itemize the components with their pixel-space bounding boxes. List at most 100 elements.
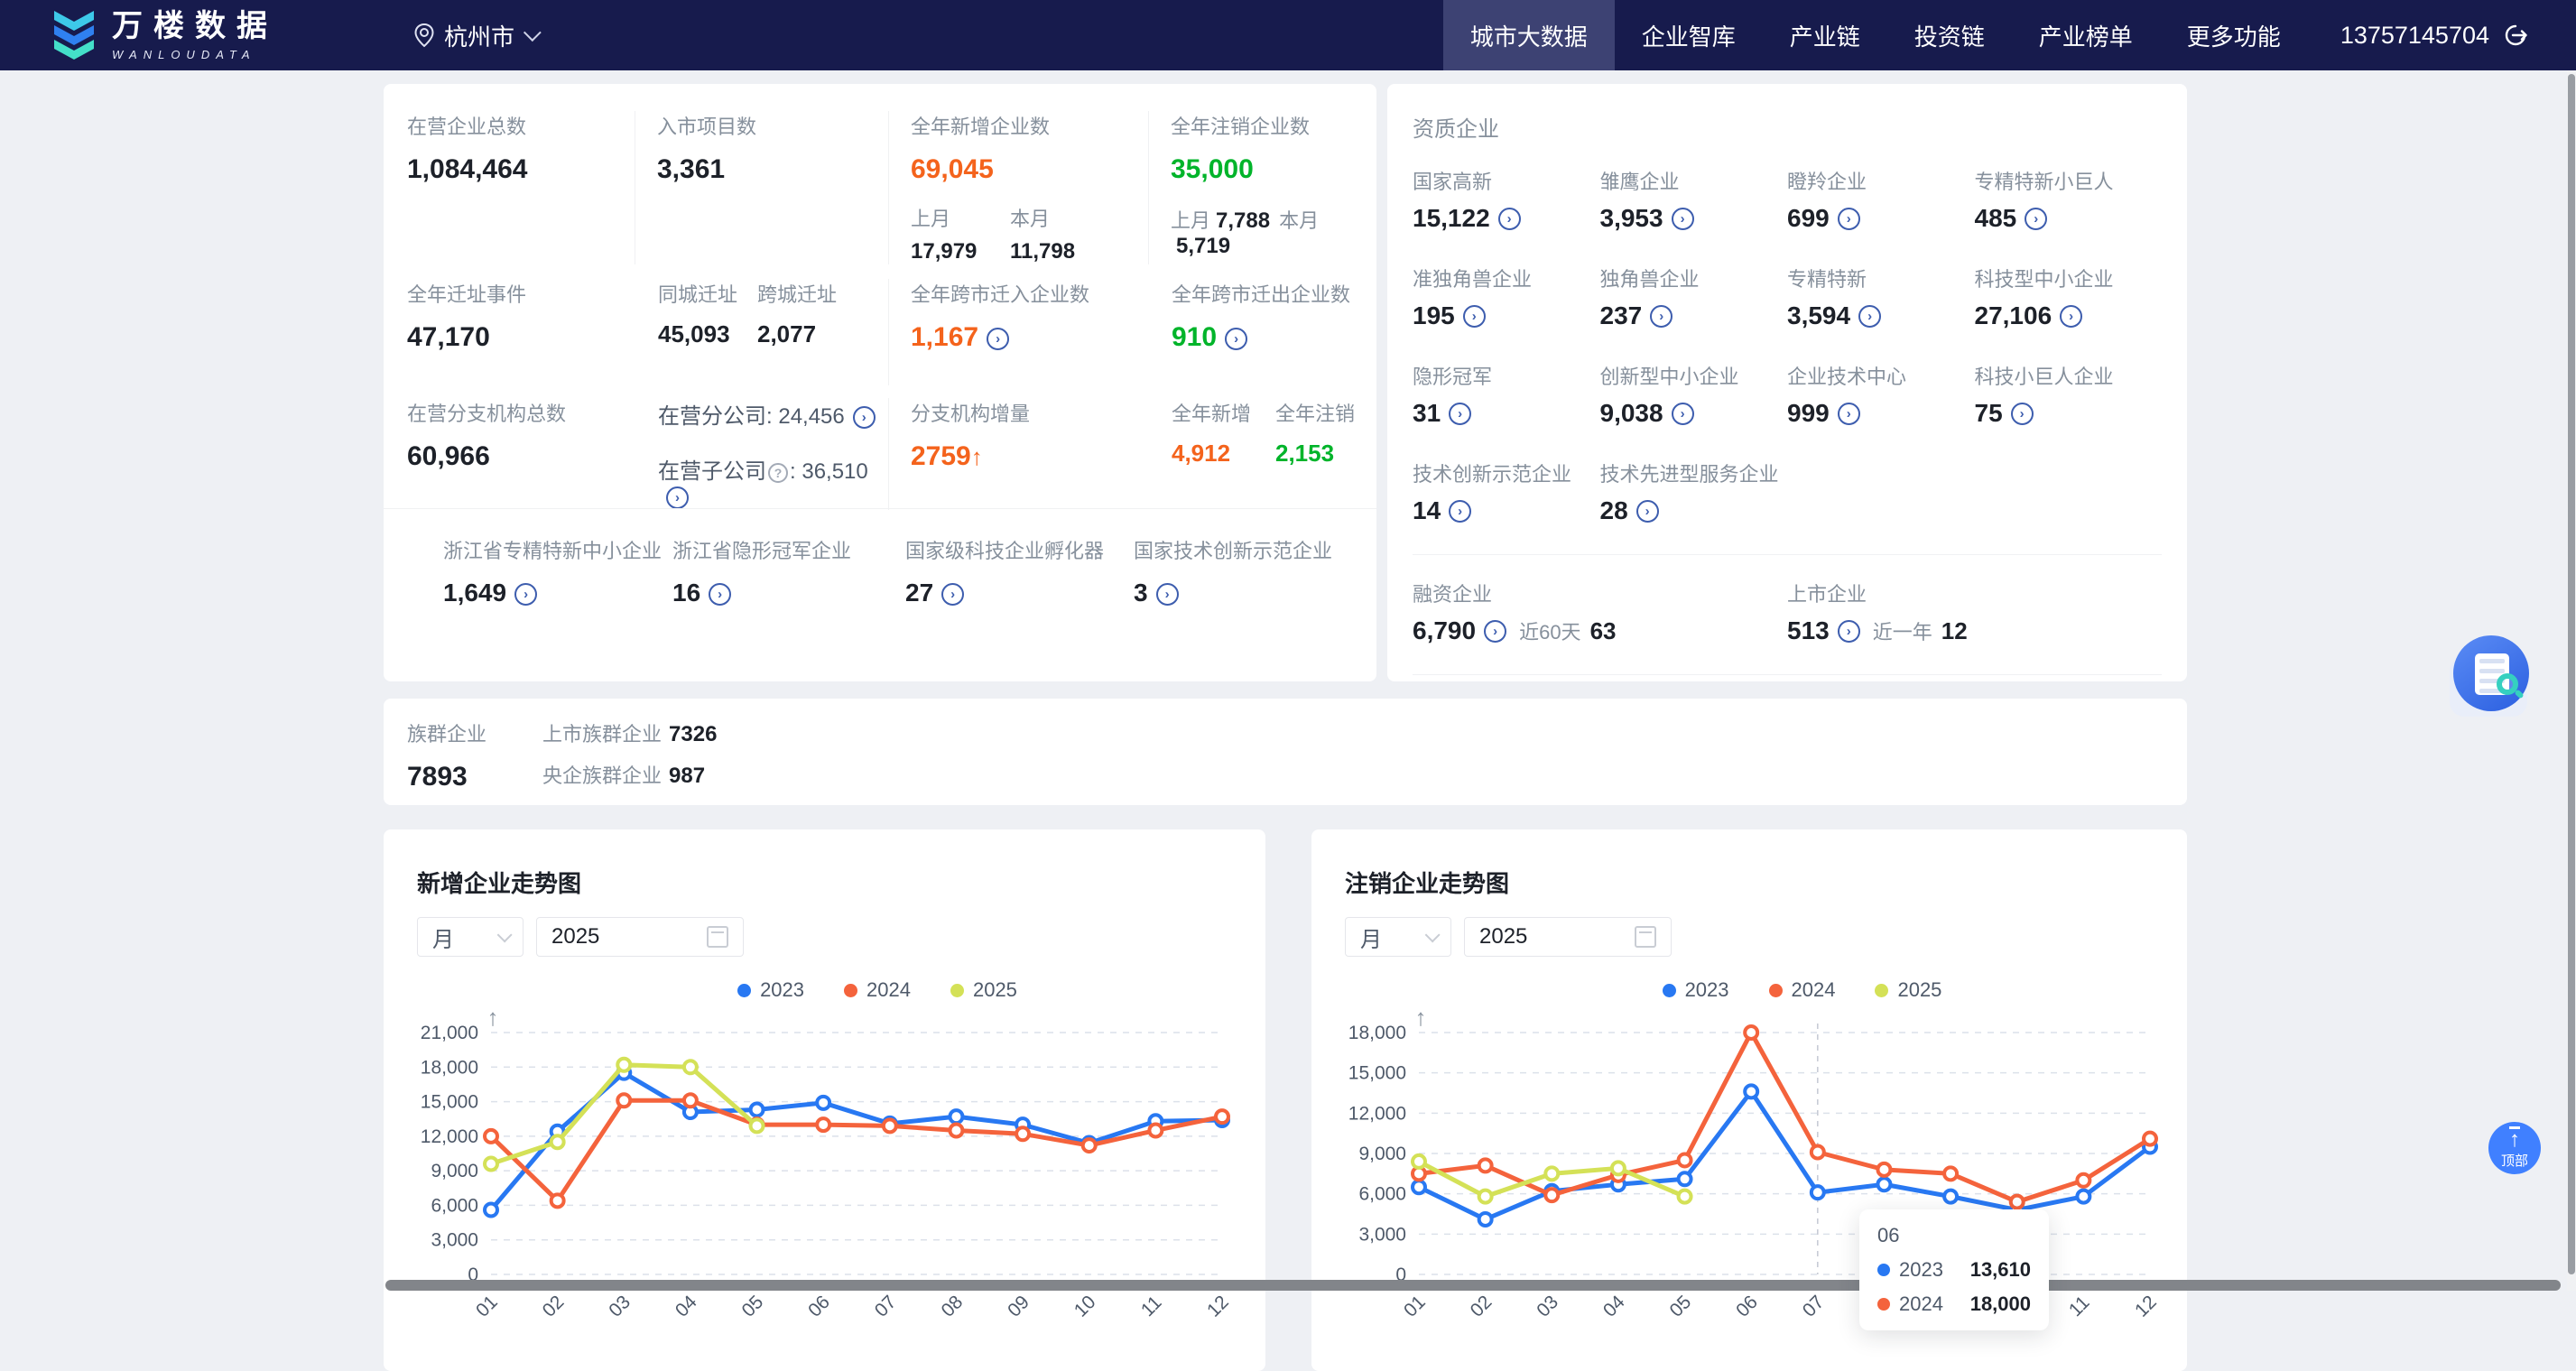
data-point[interactable] xyxy=(1214,1108,1230,1126)
city-selector[interactable]: 杭州市 xyxy=(413,0,542,70)
legend-item-2023[interactable]: 2023 xyxy=(1662,978,1729,1002)
data-point[interactable] xyxy=(549,1134,566,1151)
detail-arrow-icon[interactable]: › xyxy=(1837,619,1860,643)
data-point[interactable] xyxy=(681,1059,699,1076)
legend-item-2024[interactable]: 2024 xyxy=(844,978,911,1002)
legend-item-2023[interactable]: 2023 xyxy=(737,978,804,1002)
detail-arrow-icon[interactable]: › xyxy=(941,583,965,607)
detail-arrow-icon[interactable]: › xyxy=(1837,402,1860,425)
data-point[interactable] xyxy=(1477,1210,1494,1227)
data-point[interactable] xyxy=(1743,1083,1760,1100)
series-line-2024[interactable] xyxy=(488,1098,1225,1203)
vertical-scrollbar[interactable] xyxy=(2567,70,2576,1291)
year-picker[interactable]: 2025 xyxy=(536,917,744,957)
data-point[interactable] xyxy=(748,1101,765,1118)
data-point[interactable] xyxy=(616,1056,633,1073)
detail-arrow-icon[interactable]: › xyxy=(1497,207,1521,230)
data-point[interactable] xyxy=(1609,1160,1626,1177)
detail-arrow-icon[interactable]: › xyxy=(2025,207,2048,230)
back-to-top-button[interactable]: ↑ 顶部 xyxy=(2488,1122,2541,1174)
data-point[interactable] xyxy=(1015,1126,1032,1143)
data-point[interactable] xyxy=(1942,1188,1960,1205)
data-point[interactable] xyxy=(1411,1153,1427,1170)
detail-arrow-icon[interactable]: › xyxy=(1650,304,1673,328)
period-select[interactable]: 月 xyxy=(1345,917,1451,957)
data-point[interactable] xyxy=(616,1092,633,1109)
detail-arrow-icon[interactable]: › xyxy=(1484,619,1507,643)
series-line-2023[interactable] xyxy=(1416,1088,2153,1222)
logout-icon[interactable] xyxy=(2502,22,2529,49)
nav-item-industry-ranking[interactable]: 产业榜单 xyxy=(2012,0,2160,70)
detail-arrow-icon[interactable]: › xyxy=(1225,327,1248,350)
data-point[interactable] xyxy=(1942,1165,1960,1182)
horizontal-scrollbar-thumb[interactable] xyxy=(385,1280,2561,1291)
nav-item-city-bigdata[interactable]: 城市大数据 xyxy=(1442,0,1615,70)
detail-arrow-icon[interactable]: › xyxy=(666,486,689,510)
series-line-2023[interactable] xyxy=(488,1070,1225,1213)
data-point[interactable] xyxy=(2075,1188,2092,1205)
data-point[interactable] xyxy=(748,1117,765,1135)
data-point[interactable] xyxy=(1147,1122,1164,1139)
series-line-2024[interactable] xyxy=(1416,1030,2153,1205)
vertical-scrollbar-thumb[interactable] xyxy=(2568,74,2575,1274)
data-point[interactable] xyxy=(1543,1165,1561,1182)
data-point[interactable] xyxy=(2075,1172,2092,1189)
data-point[interactable] xyxy=(483,1155,499,1172)
detail-arrow-icon[interactable]: › xyxy=(1671,402,1694,425)
question-circle-icon[interactable]: ? xyxy=(768,462,788,483)
report-search-float-button[interactable] xyxy=(2446,634,2538,722)
legend-item-2024[interactable]: 2024 xyxy=(1768,978,1835,1002)
nav-item-industry-chain[interactable]: 产业链 xyxy=(1763,0,1887,70)
data-point[interactable] xyxy=(815,1094,832,1111)
detail-arrow-icon[interactable]: › xyxy=(514,583,538,607)
legend-item-2025[interactable]: 2025 xyxy=(950,978,1017,1002)
data-point[interactable] xyxy=(2008,1193,2025,1210)
data-point[interactable] xyxy=(681,1092,699,1109)
data-point[interactable] xyxy=(948,1122,965,1139)
detail-arrow-icon[interactable]: › xyxy=(1858,304,1882,328)
data-point[interactable] xyxy=(1809,1144,1826,1161)
account-phone[interactable]: 13757145704 xyxy=(2340,0,2529,70)
data-point[interactable] xyxy=(1676,1171,1693,1188)
nav-item-more-functions[interactable]: 更多功能 xyxy=(2160,0,2308,70)
detail-arrow-icon[interactable]: › xyxy=(1449,402,1472,425)
data-point[interactable] xyxy=(1543,1187,1561,1204)
stat-label: 分支机构增量 xyxy=(911,403,1031,425)
period-select[interactable]: 月 xyxy=(417,917,524,957)
data-point[interactable] xyxy=(1477,1157,1494,1174)
data-point[interactable] xyxy=(1411,1179,1427,1196)
data-point[interactable] xyxy=(1876,1176,1893,1193)
data-point[interactable] xyxy=(815,1116,832,1134)
detail-arrow-icon[interactable]: › xyxy=(2060,304,2083,328)
nav-item-enterprise-thinktank[interactable]: 企业智库 xyxy=(1615,0,1763,70)
data-point[interactable] xyxy=(2142,1130,2158,1147)
y-axis-tick-label: 12,000 xyxy=(1348,1103,1406,1124)
detail-arrow-icon[interactable]: › xyxy=(2010,402,2034,425)
data-point[interactable] xyxy=(1676,1188,1693,1205)
data-point[interactable] xyxy=(1876,1161,1893,1178)
data-point[interactable] xyxy=(948,1108,965,1126)
data-point[interactable] xyxy=(1676,1152,1693,1169)
data-point[interactable] xyxy=(1809,1184,1826,1201)
legend-item-2025[interactable]: 2025 xyxy=(1875,978,1941,1002)
detail-arrow-icon[interactable]: › xyxy=(1462,304,1486,328)
data-point[interactable] xyxy=(1477,1188,1494,1205)
year-picker[interactable]: 2025 xyxy=(1464,917,1672,957)
nav-item-investment-chain[interactable]: 投资链 xyxy=(1887,0,2012,70)
data-point[interactable] xyxy=(1743,1024,1760,1041)
detail-arrow-icon[interactable]: › xyxy=(1155,583,1179,607)
detail-arrow-icon[interactable]: › xyxy=(987,327,1010,350)
data-point[interactable] xyxy=(483,1201,499,1218)
detail-arrow-icon[interactable]: › xyxy=(1449,499,1472,523)
logo[interactable]: 万楼数据 WANLOUDATA xyxy=(51,0,278,70)
data-point[interactable] xyxy=(1080,1137,1098,1154)
detail-arrow-icon[interactable]: › xyxy=(1635,499,1659,523)
data-point[interactable] xyxy=(549,1192,566,1209)
data-point[interactable] xyxy=(483,1127,499,1144)
detail-arrow-icon[interactable]: › xyxy=(1671,207,1694,230)
detail-arrow-icon[interactable]: › xyxy=(709,583,732,607)
stat-label: 上市企业 xyxy=(1787,583,1867,606)
detail-arrow-icon[interactable]: › xyxy=(852,406,876,430)
data-point[interactable] xyxy=(881,1117,898,1135)
detail-arrow-icon[interactable]: › xyxy=(1837,207,1860,230)
